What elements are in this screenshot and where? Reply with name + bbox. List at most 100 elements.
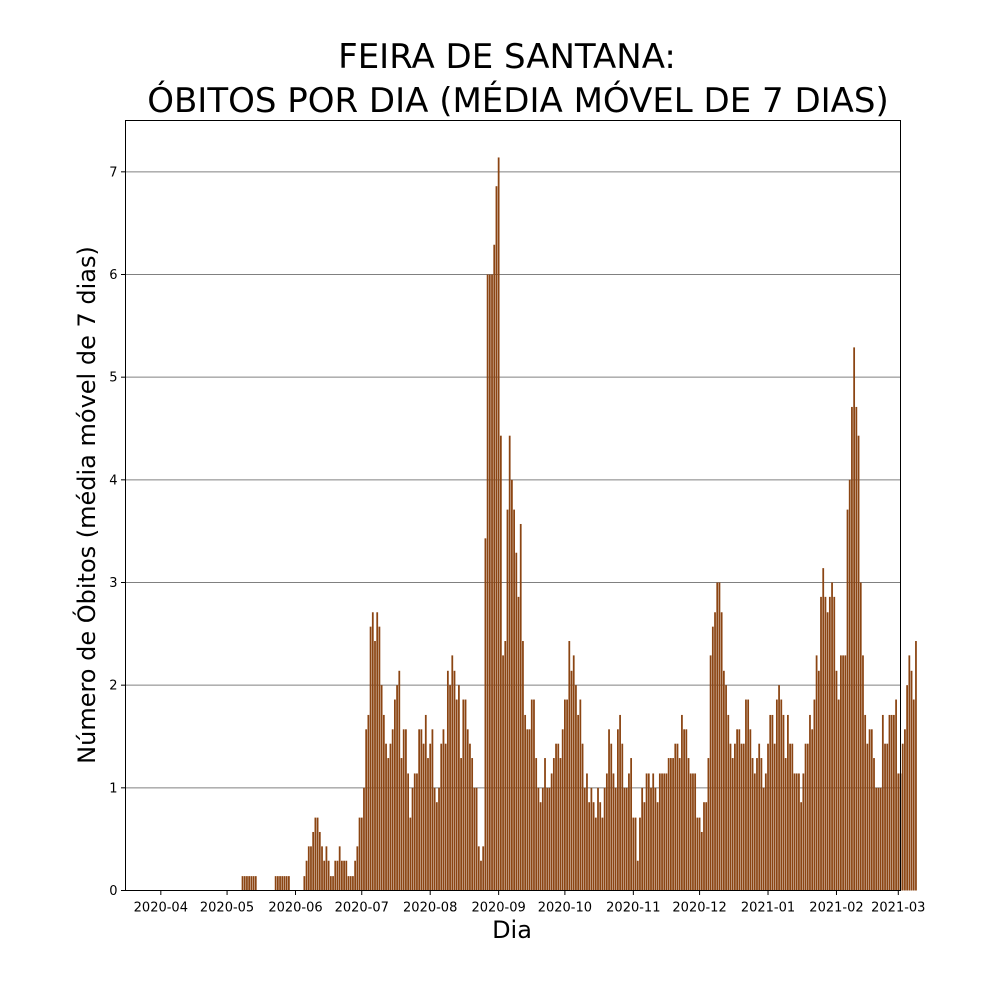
bar xyxy=(906,685,909,891)
bar xyxy=(511,479,513,891)
bar xyxy=(387,758,390,891)
bar xyxy=(751,758,754,891)
bar xyxy=(881,714,884,891)
bar xyxy=(817,670,820,891)
bar xyxy=(491,274,493,891)
bar xyxy=(252,876,255,891)
bar xyxy=(416,773,418,891)
bar xyxy=(409,817,412,891)
bar xyxy=(393,699,396,891)
bar xyxy=(650,787,652,891)
bar xyxy=(248,876,251,891)
bar xyxy=(400,758,403,891)
bar xyxy=(857,435,860,891)
bar xyxy=(753,773,756,891)
bar xyxy=(619,714,621,891)
bar xyxy=(879,787,882,891)
bar xyxy=(804,743,807,891)
bar xyxy=(310,846,312,891)
bar xyxy=(711,626,714,891)
bar xyxy=(577,714,580,891)
bar xyxy=(588,802,591,891)
bar xyxy=(915,641,917,891)
x-tick-label: 2020-09 xyxy=(471,901,525,916)
bar xyxy=(740,743,743,891)
bar xyxy=(285,876,288,891)
bar xyxy=(329,876,332,891)
x-tick-label: 2021-03 xyxy=(871,901,925,916)
bar xyxy=(552,758,555,891)
bar xyxy=(681,714,683,891)
bar xyxy=(402,729,405,891)
bar xyxy=(378,626,381,891)
bar xyxy=(546,787,549,891)
bar xyxy=(831,582,833,891)
bar xyxy=(444,743,447,891)
bar xyxy=(424,714,427,891)
bar xyxy=(557,743,560,891)
bar xyxy=(559,758,562,891)
bar xyxy=(895,699,897,891)
bar xyxy=(667,758,670,891)
chart-title-line-2: ÓBITOS POR DIA (MÉDIA MÓVEL DE 7 DIAS) xyxy=(147,80,889,121)
x-tick-label: 2020-10 xyxy=(538,901,592,916)
bar xyxy=(561,729,564,891)
bar xyxy=(539,802,542,891)
bar xyxy=(250,876,253,891)
bar xyxy=(639,817,641,891)
bar xyxy=(661,773,663,891)
bar xyxy=(570,670,573,891)
bar xyxy=(614,787,617,891)
x-tick-label: 2020-08 xyxy=(403,901,457,916)
bar xyxy=(517,596,520,891)
bar xyxy=(775,699,778,891)
bar xyxy=(504,641,507,891)
bar xyxy=(608,729,610,891)
x-tick-label: 2020-11 xyxy=(606,901,660,916)
bar xyxy=(800,802,803,891)
bar xyxy=(471,758,474,891)
bar xyxy=(550,773,553,891)
bar xyxy=(380,685,383,891)
bar xyxy=(886,743,889,891)
bar xyxy=(758,743,761,891)
bar xyxy=(391,729,394,891)
bar xyxy=(764,773,767,891)
bar xyxy=(605,773,608,891)
bar xyxy=(846,509,849,891)
bar xyxy=(652,773,655,891)
bar xyxy=(548,787,551,891)
bar xyxy=(435,802,438,891)
bar xyxy=(586,773,588,891)
bar xyxy=(632,817,635,891)
bar xyxy=(778,685,780,891)
bar-series xyxy=(241,157,917,891)
bar xyxy=(460,758,462,891)
x-tick-label: 2020-12 xyxy=(672,901,726,916)
bar xyxy=(842,655,844,891)
bar xyxy=(422,743,425,891)
bar xyxy=(901,743,904,891)
bar xyxy=(643,802,646,891)
bar xyxy=(597,787,599,891)
bar xyxy=(756,758,758,891)
bar xyxy=(332,876,334,891)
bar xyxy=(694,773,697,891)
bar xyxy=(612,773,615,891)
plot-frame xyxy=(125,120,901,891)
x-tick-label: 2020-07 xyxy=(335,901,389,916)
bar xyxy=(844,655,847,891)
bar xyxy=(488,274,491,891)
bar xyxy=(630,758,633,891)
bar xyxy=(449,685,451,891)
bar xyxy=(334,860,337,891)
bar xyxy=(411,787,414,891)
bar xyxy=(515,552,518,891)
bar xyxy=(438,787,440,891)
bar xyxy=(866,743,869,891)
bar xyxy=(506,509,509,891)
bar xyxy=(431,729,434,891)
bar xyxy=(442,729,445,891)
bar xyxy=(522,641,524,891)
bar xyxy=(343,860,345,891)
